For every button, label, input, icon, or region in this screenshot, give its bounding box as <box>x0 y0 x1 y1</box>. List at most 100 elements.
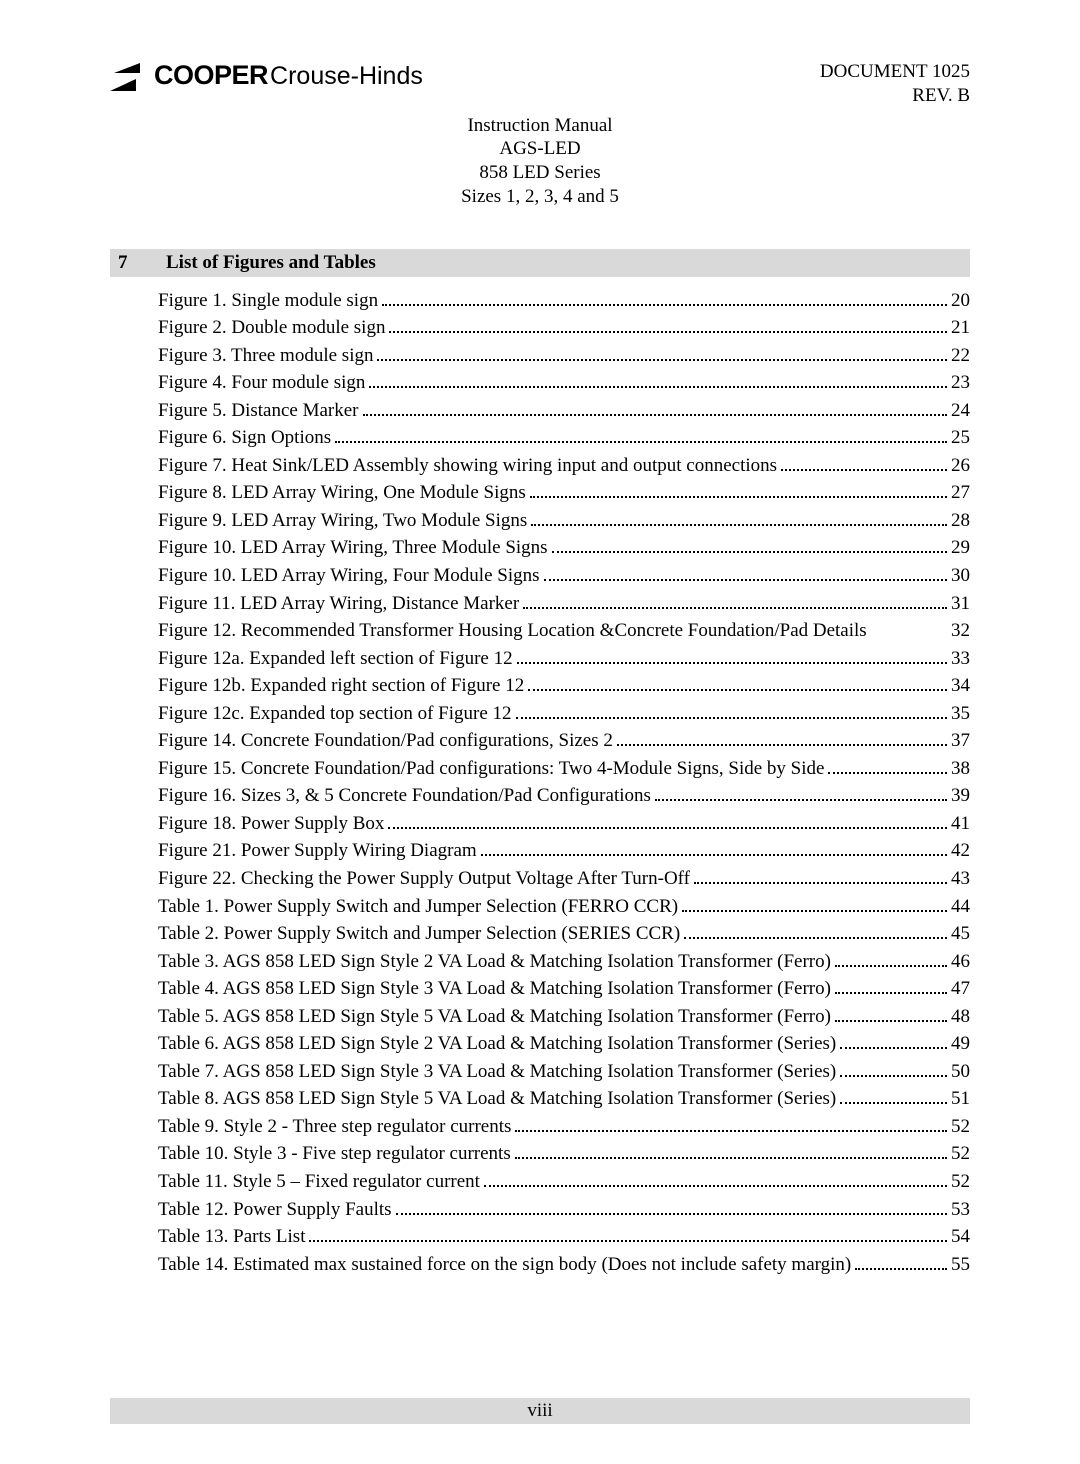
toc-leader-dots <box>530 496 947 498</box>
toc-entry-label: Table 11. Style 5 – Fixed regulator curr… <box>158 1168 480 1196</box>
toc-entry-label: Figure 22. Checking the Power Supply Out… <box>158 865 690 893</box>
toc-row: Figure 15. Concrete Foundation/Pad confi… <box>158 755 970 783</box>
toc-leader-dots <box>855 1268 947 1270</box>
toc-entry-page: 50 <box>951 1058 970 1086</box>
toc-entry-page: 47 <box>951 975 970 1003</box>
toc-entry-label: Table 4. AGS 858 LED Sign Style 3 VA Loa… <box>158 975 831 1003</box>
toc-leader-dots <box>481 854 947 856</box>
toc-row: Figure 6. Sign Options 25 <box>158 424 970 452</box>
toc-entry-page: 51 <box>951 1085 970 1113</box>
toc-entry-label: Table 14. Estimated max sustained force … <box>158 1251 851 1279</box>
toc-row: Figure 22. Checking the Power Supply Out… <box>158 865 970 893</box>
subtitle-line: 858 LED Series <box>110 161 970 185</box>
footer-bar: viii <box>110 1398 970 1424</box>
section-number: 7 <box>118 252 166 274</box>
toc-entry-label: Table 12. Power Supply Faults <box>158 1196 392 1224</box>
toc-row: Table 1. Power Supply Switch and Jumper … <box>158 893 970 921</box>
toc-entry-label: Table 3. AGS 858 LED Sign Style 2 VA Loa… <box>158 948 831 976</box>
toc-leader-dots <box>835 1020 947 1022</box>
toc-row: Figure 1. Single module sign20 <box>158 287 970 315</box>
toc-leader-dots <box>835 965 947 967</box>
toc-entry-page: 25 <box>951 424 970 452</box>
subtitle-line: Sizes 1, 2, 3, 4 and 5 <box>110 185 970 209</box>
doc-number: DOCUMENT 1025 <box>820 60 970 84</box>
toc-entry-label: Figure 11. LED Array Wiring, Distance Ma… <box>158 590 519 618</box>
toc-row: Table 7. AGS 858 LED Sign Style 3 VA Loa… <box>158 1058 970 1086</box>
toc-leader-dots <box>516 717 947 719</box>
subtitle-line: Instruction Manual <box>110 114 970 138</box>
toc-entry-page: 26 <box>951 452 970 480</box>
toc-leader-dots <box>840 1047 947 1049</box>
toc-row: Figure 12. Recommended Transformer Housi… <box>158 617 970 645</box>
toc-leader-dots <box>682 910 947 912</box>
toc-entry-label: Figure 2. Double module sign <box>158 314 385 342</box>
toc-entry-label: Figure 14. Concrete Foundation/Pad confi… <box>158 727 613 755</box>
toc-entry-label: Figure 8. LED Array Wiring, One Module S… <box>158 479 526 507</box>
toc-entry-label: Figure 9. LED Array Wiring, Two Module S… <box>158 507 527 535</box>
toc-entry-label: Figure 12c. Expanded top section of Figu… <box>158 700 512 728</box>
header-row: COOPERCrouse-Hinds DOCUMENT 1025 REV. B <box>110 60 970 108</box>
toc-row: Figure 2. Double module sign 21 <box>158 314 970 342</box>
toc-entry-label: Figure 12a. Expanded left section of Fig… <box>158 645 513 673</box>
toc-entry-label: Figure 6. Sign Options <box>158 424 331 452</box>
toc-leader-dots <box>515 1130 947 1132</box>
toc-entry-label: Figure 3. Three module sign <box>158 342 373 370</box>
toc-entry-page: 22 <box>951 342 970 370</box>
toc-row: Table 12. Power Supply Faults53 <box>158 1196 970 1224</box>
toc-leader-dots <box>552 551 947 553</box>
toc-entry-label: Figure 21. Power Supply Wiring Diagram <box>158 837 477 865</box>
toc-entry-page: 27 <box>951 479 970 507</box>
toc-entry-label: Table 13. Parts List <box>158 1223 305 1251</box>
doc-rev: REV. B <box>820 84 970 108</box>
toc-entry-label: Figure 12. Recommended Transformer Housi… <box>158 617 867 645</box>
subtitle-line: AGS-LED <box>110 137 970 161</box>
toc-row: Figure 5. Distance Marker24 <box>158 397 970 425</box>
toc-entry-label: Table 10. Style 3 - Five step regulator … <box>158 1140 511 1168</box>
toc-entry-label: Figure 16. Sizes 3, & 5 Concrete Foundat… <box>158 782 651 810</box>
toc-entry-page: 38 <box>951 755 970 783</box>
toc-row: Figure 12b. Expanded right section of Fi… <box>158 672 970 700</box>
toc-entry-page: 55 <box>951 1251 970 1279</box>
toc-leader-dots <box>828 772 947 774</box>
toc-leader-dots <box>369 386 947 388</box>
toc-entry-page: 48 <box>951 1003 970 1031</box>
toc-leader-dots <box>840 1075 947 1077</box>
toc-leader-dots <box>617 744 947 746</box>
toc-entry-page: 43 <box>951 865 970 893</box>
toc-entry-label: Table 6. AGS 858 LED Sign Style 2 VA Loa… <box>158 1030 836 1058</box>
toc-leader-dots <box>840 1102 947 1104</box>
toc-entry-page: 39 <box>951 782 970 810</box>
toc-entry-page: 52 <box>951 1113 970 1141</box>
toc-row: Figure 3. Three module sign 22 <box>158 342 970 370</box>
toc-entry-page: 35 <box>951 700 970 728</box>
toc-entry-label: Table 8. AGS 858 LED Sign Style 5 VA Loa… <box>158 1085 836 1113</box>
toc-entry-page: 21 <box>951 314 970 342</box>
toc-row: Table 6. AGS 858 LED Sign Style 2 VA Loa… <box>158 1030 970 1058</box>
section-heading-bar: 7 List of Figures and Tables <box>110 249 970 277</box>
toc-row: Figure 4. Four module sign23 <box>158 369 970 397</box>
toc-row: Table 13. Parts List 54 <box>158 1223 970 1251</box>
toc-row: Figure 21. Power Supply Wiring Diagram 42 <box>158 837 970 865</box>
toc-entry-label: Table 2. Power Supply Switch and Jumper … <box>158 920 680 948</box>
toc-entry-page: 44 <box>951 893 970 921</box>
toc-leader-dots <box>781 469 947 471</box>
toc-entry-page: 52 <box>951 1140 970 1168</box>
page-number: viii <box>527 1400 552 1421</box>
toc-leader-dots <box>517 662 947 664</box>
toc-entry-label: Table 9. Style 2 - Three step regulator … <box>158 1113 511 1141</box>
toc-leader-dots <box>382 304 947 306</box>
toc-entry-page: 20 <box>951 287 970 315</box>
toc-entry-page: 34 <box>951 672 970 700</box>
toc-entry-page: 49 <box>951 1030 970 1058</box>
toc-row: Table 11. Style 5 – Fixed regulator curr… <box>158 1168 970 1196</box>
toc-entry-page: 46 <box>951 948 970 976</box>
toc-entry-page: 54 <box>951 1223 970 1251</box>
toc-leader-dots <box>523 607 947 609</box>
logo-cooper-text: COOPERCrouse-Hinds <box>154 60 423 91</box>
toc-entry-page: 45 <box>951 920 970 948</box>
toc-entry-page: 42 <box>951 837 970 865</box>
cooper-word: COOPER <box>154 60 268 90</box>
crouse-hinds-word: Crouse-Hinds <box>270 62 423 90</box>
toc-leader-dots <box>377 359 947 361</box>
toc-leader-dots <box>309 1240 947 1242</box>
